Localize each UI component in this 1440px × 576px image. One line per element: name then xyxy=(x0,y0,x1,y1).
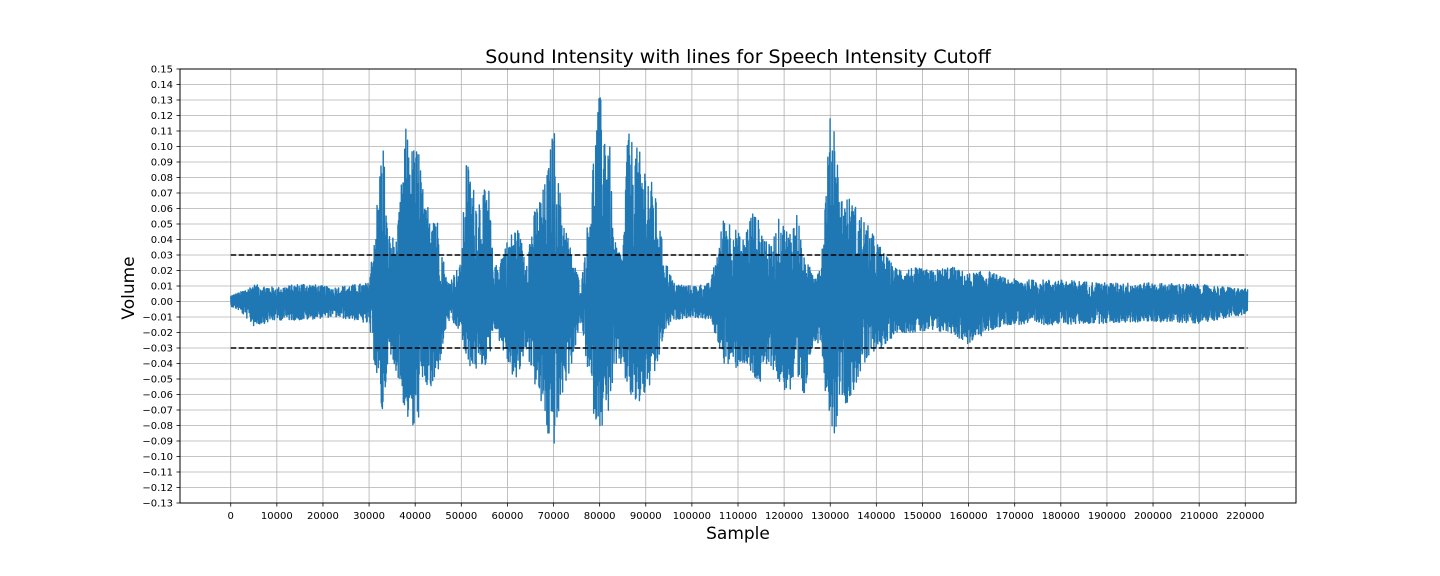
x-tick-label: 0 xyxy=(228,511,234,522)
x-tick-label: 80000 xyxy=(584,511,616,522)
chart-title: Sound Intensity with lines for Speech In… xyxy=(485,46,991,68)
x-tick-label: 210000 xyxy=(1180,511,1218,522)
x-tick-label: 30000 xyxy=(353,511,385,522)
x-tick-label: 140000 xyxy=(857,511,895,522)
x-tick-label: 10000 xyxy=(261,511,293,522)
x-tick-label: 120000 xyxy=(765,511,803,522)
y-tick-label: −0.09 xyxy=(142,437,173,448)
cutoff-lines xyxy=(230,254,1248,349)
x-tick-label: 160000 xyxy=(949,511,987,522)
x-tick-label: 20000 xyxy=(307,511,339,522)
y-tick-label: −0.07 xyxy=(142,406,173,417)
y-tick-label: −0.10 xyxy=(142,452,173,463)
y-tick-label: 0.06 xyxy=(151,204,173,215)
y-tick-label: 0.00 xyxy=(151,297,173,308)
y-tick-label: 0.13 xyxy=(151,96,173,107)
y-tick-label: 0.04 xyxy=(151,235,173,246)
x-axis-label: Sample xyxy=(706,524,770,544)
y-tick-label: 0.09 xyxy=(151,158,173,169)
x-tick-label: 170000 xyxy=(996,511,1034,522)
y-tick-label: 0.12 xyxy=(151,111,173,122)
y-tick-label: 0.10 xyxy=(151,142,173,153)
y-tick-label: −0.08 xyxy=(142,421,173,432)
y-tick-label: 0.05 xyxy=(151,220,173,231)
x-tick-label: 90000 xyxy=(630,511,662,522)
x-tick-label: 150000 xyxy=(903,511,941,522)
y-axis: −0.13 −0.12 −0.11 −0.10 −0.09 −0.08 −0.07 −0.06… xyxy=(142,65,180,510)
x-tick-label: 50000 xyxy=(445,511,477,522)
x-tick-label: 130000 xyxy=(811,511,849,522)
x-tick-label: 100000 xyxy=(673,511,711,522)
x-tick-label: 180000 xyxy=(1042,511,1080,522)
y-tick-label: −0.02 xyxy=(142,328,173,339)
y-tick-label: −0.03 xyxy=(142,344,173,355)
series-layer xyxy=(230,97,1249,444)
x-tick-label: 110000 xyxy=(719,511,757,522)
y-tick-label: 0.07 xyxy=(151,189,173,200)
x-tick-label: 60000 xyxy=(492,511,524,522)
y-tick-label: 0.08 xyxy=(151,173,173,184)
y-tick-label: 0.02 xyxy=(151,266,173,277)
x-tick-label: 40000 xyxy=(399,511,431,522)
y-tick-label: −0.01 xyxy=(142,313,173,324)
x-axis: 0 10000 20000 30000 40000 50000 60000 70000 8000… xyxy=(228,503,1264,522)
x-tick-label: 190000 xyxy=(1088,511,1126,522)
y-axis-label: Volume xyxy=(119,256,139,319)
waveform-series-line xyxy=(230,97,1249,444)
y-tick-label: 0.03 xyxy=(151,251,173,262)
y-tick-label: −0.06 xyxy=(142,390,173,401)
x-tick-label: 220000 xyxy=(1226,511,1264,522)
y-tick-label: 0.11 xyxy=(151,127,173,138)
y-tick-label: −0.11 xyxy=(142,468,173,479)
x-tick-label: 200000 xyxy=(1134,511,1172,522)
y-tick-label: −0.12 xyxy=(142,483,173,494)
y-tick-label: −0.13 xyxy=(142,499,173,510)
y-tick-label: −0.05 xyxy=(142,375,173,386)
y-tick-label: 0.15 xyxy=(151,65,173,76)
y-tick-label: 0.14 xyxy=(151,80,173,91)
x-tick-label: 70000 xyxy=(538,511,570,522)
y-tick-label: −0.04 xyxy=(142,359,173,370)
y-tick-label: 0.01 xyxy=(151,282,173,293)
